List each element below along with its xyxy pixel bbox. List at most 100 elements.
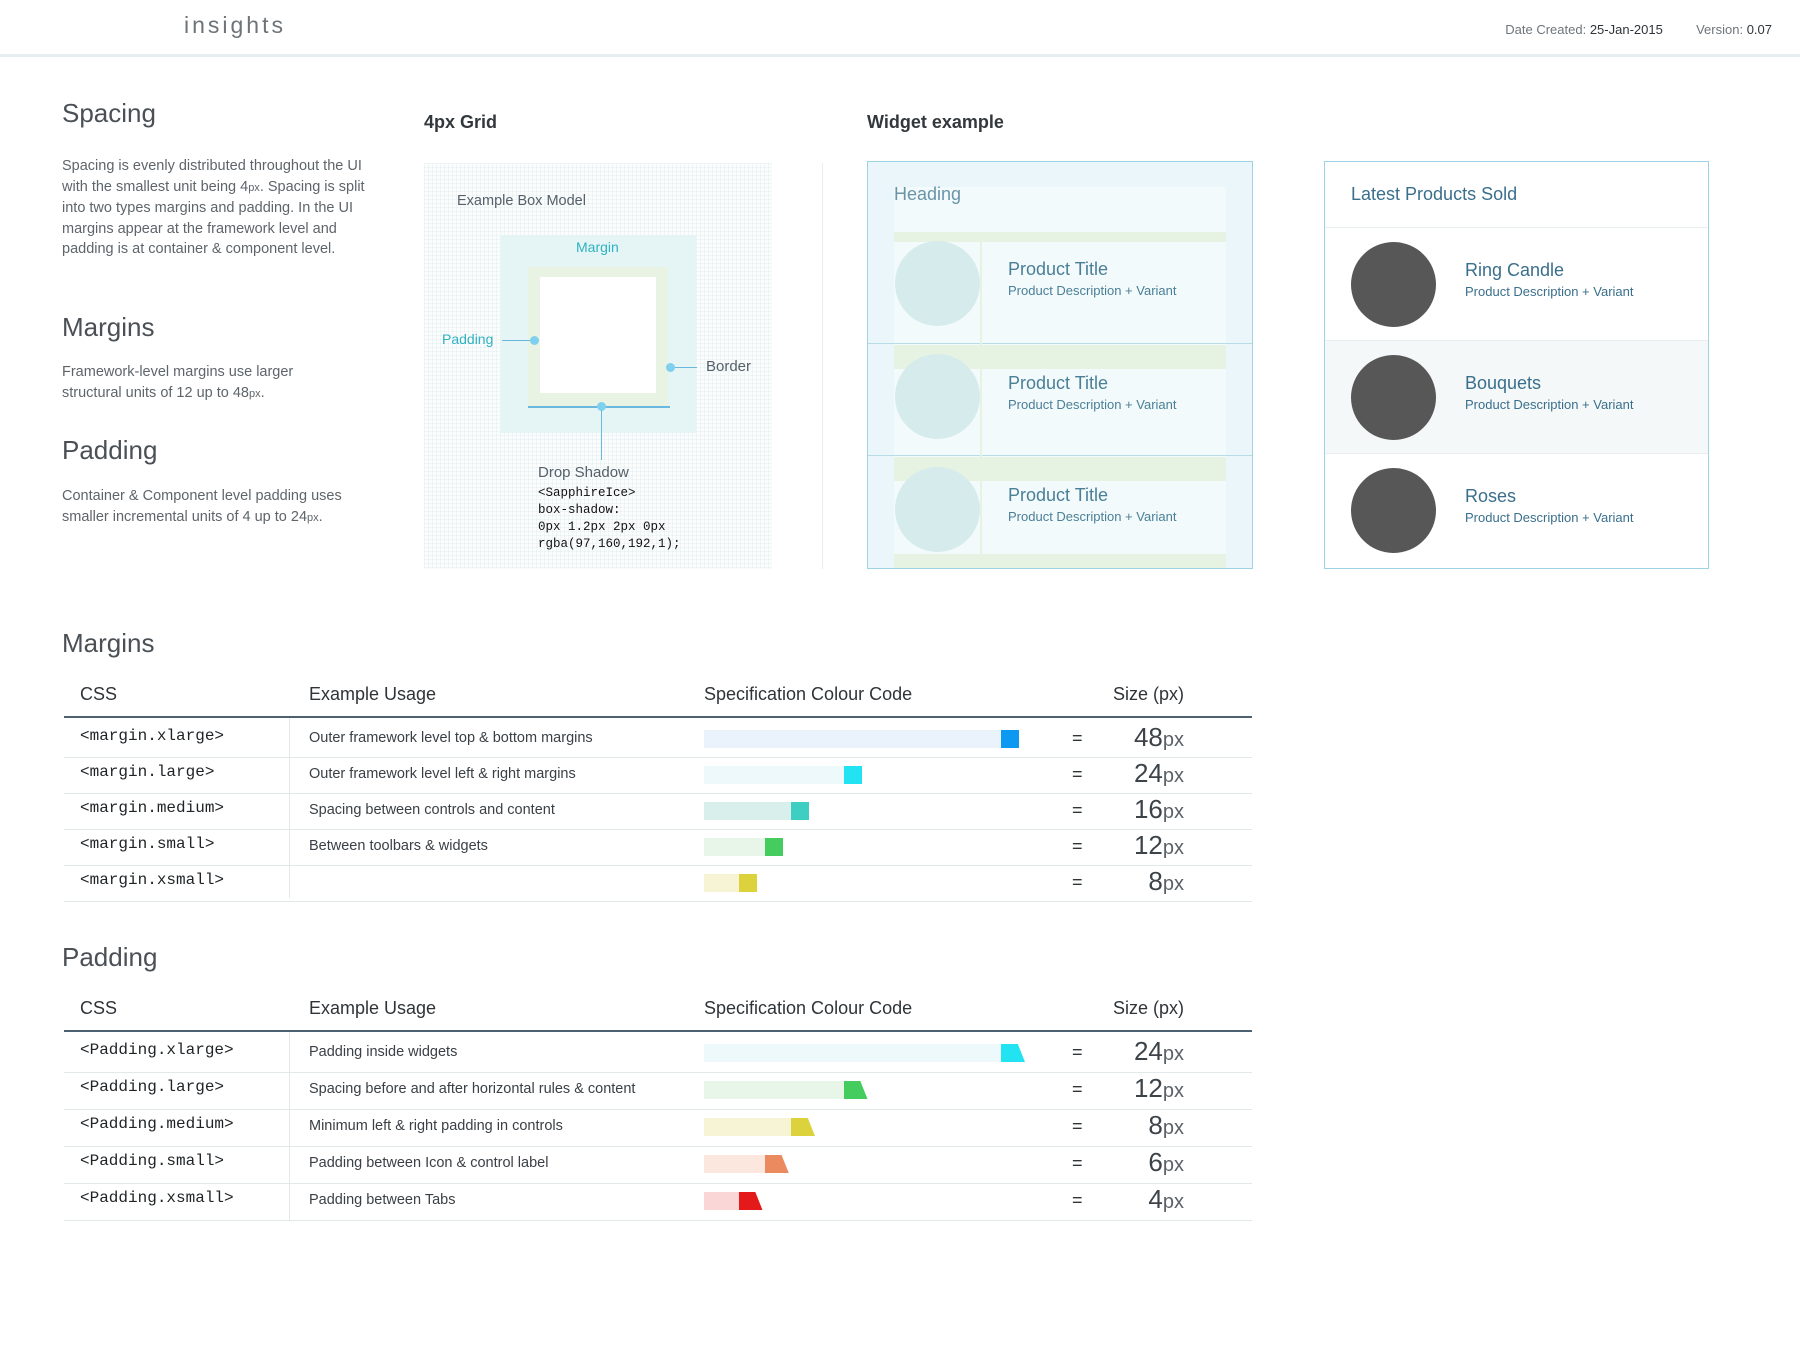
size-number: 24 (1133, 1036, 1163, 1066)
row-divider (64, 1072, 1252, 1073)
row-divider (64, 1183, 1252, 1184)
row-divider (64, 1146, 1252, 1147)
column-divider (822, 163, 823, 569)
margins-description: Framework-level margins use larger struc… (62, 364, 294, 401)
css-token: <Padding.xsmall> (80, 1189, 234, 1207)
usage-text: Outer framework level top & bottom margi… (309, 730, 593, 746)
content-box (540, 277, 656, 393)
colour-swatch (791, 1118, 815, 1136)
drop-shadow-label: Drop Shadow (538, 464, 629, 481)
size-number: 12 (1133, 1073, 1163, 1103)
row-divider (64, 1109, 1252, 1110)
row-divider (64, 829, 1252, 830)
css-token: <margin.medium> (80, 799, 225, 817)
column-header-usage: Example Usage (309, 684, 437, 704)
padding-marker (530, 336, 539, 345)
box-model-label: Example Box Model (457, 193, 586, 209)
size-number: 8 (1148, 1110, 1163, 1140)
equals-sign: = (1072, 1079, 1083, 1099)
size-number: 6 (1148, 1147, 1163, 1177)
padding-heading: Padding (62, 435, 158, 465)
colour-swatch (843, 766, 862, 784)
usage-text: Spacing between controls and content (309, 802, 555, 818)
product-description: Product Description + Variant (1008, 509, 1177, 524)
product-thumbnail (895, 354, 980, 439)
colour-swatch (843, 1081, 868, 1099)
row-divider (64, 1220, 1252, 1221)
colour-swatch (1001, 1044, 1025, 1062)
size-value: 16px (1132, 794, 1184, 825)
product-title: Product Title (1008, 485, 1109, 505)
equals-sign: = (1072, 1042, 1083, 1062)
css-token: <margin.small> (80, 835, 215, 853)
column-header-colour: Specification Colour Code (704, 998, 913, 1018)
column-header-css: CSS (80, 998, 118, 1018)
product-title[interactable]: Ring Candle (1465, 260, 1565, 280)
colour-bar (704, 802, 791, 820)
column-header-usage: Example Usage (309, 998, 437, 1018)
size-unit: px (1162, 801, 1184, 823)
css-token: <margin.xsmall> (80, 871, 225, 889)
colour-bar (704, 1192, 739, 1210)
grid-heading: 4px Grid (424, 112, 498, 132)
usage-text: Padding between Icon & control label (309, 1155, 549, 1171)
product-description: Product Description + Variant (1008, 283, 1177, 298)
usage-text: Between toolbars & widgets (309, 838, 488, 854)
margin-label: Margin (576, 239, 619, 255)
usage-text: Spacing before and after horizontal rule… (309, 1081, 636, 1097)
colour-bar (704, 730, 1001, 748)
equals-sign: = (1072, 872, 1083, 892)
colour-swatch (738, 874, 757, 892)
size-value: 6px (1132, 1147, 1184, 1178)
size-unit: px (1162, 1191, 1184, 1213)
row-divider (64, 757, 1252, 758)
product-title[interactable]: Roses (1465, 486, 1517, 506)
product-title: Product Title (1008, 259, 1109, 279)
size-value: 12px (1132, 830, 1184, 861)
brand-logo: insights (184, 12, 286, 38)
padding-description: Container & Component level padding uses… (62, 488, 342, 525)
size-value: 48px (1132, 722, 1184, 753)
date-created-label: Date Created: (1505, 22, 1587, 37)
size-unit: px (1162, 837, 1184, 859)
product-title[interactable]: Bouquets (1465, 373, 1542, 393)
product-thumbnail (895, 241, 980, 326)
column-header-colour: Specification Colour Code (704, 684, 913, 704)
product-thumbnail (895, 467, 980, 552)
equals-sign: = (1072, 1190, 1083, 1210)
usage-text: Padding between Tabs (309, 1192, 456, 1208)
size-unit: px (1162, 1080, 1184, 1102)
list-item[interactable]: Bouquets Product Description + Variant (1325, 341, 1708, 454)
product-thumbnail (1351, 468, 1436, 553)
widget-heading: Latest Products Sold (1351, 184, 1518, 204)
padding-table-heading: Padding (62, 942, 158, 972)
usage-text: Minimum left & right padding in controls (309, 1118, 563, 1134)
version-value: 0.07 (1746, 22, 1772, 37)
spacing-heading: Spacing (62, 98, 156, 128)
spacing-description: Spacing is evenly distributed throughout… (62, 158, 365, 257)
column-header-size: Size (px) (1113, 684, 1185, 704)
product-thumbnail (1351, 355, 1436, 440)
usage-text: Outer framework level left & right margi… (309, 766, 576, 782)
shadow-marker (597, 402, 606, 411)
equals-sign: = (1072, 836, 1083, 856)
size-unit: px (1162, 1154, 1184, 1176)
app-header: insights Date Created: 25-Jan-2015 Versi… (0, 0, 1800, 57)
list-item[interactable]: Roses Product Description + Variant (1325, 454, 1708, 566)
border-label: Border (706, 358, 752, 375)
css-token: <margin.large> (80, 763, 215, 781)
size-value: 24px (1132, 758, 1184, 789)
margins-heading: Margins (62, 312, 155, 342)
colour-bar (704, 1044, 1001, 1062)
colour-bar (704, 1081, 844, 1099)
list-item[interactable]: Ring Candle Product Description + Varian… (1325, 228, 1708, 341)
size-number: 48 (1133, 722, 1163, 752)
size-number: 4 (1148, 1184, 1163, 1214)
css-token: <Padding.large> (80, 1078, 225, 1096)
size-number: 16 (1133, 794, 1163, 824)
colour-bar (704, 1118, 791, 1136)
column-header-size: Size (px) (1113, 998, 1185, 1018)
size-unit: px (1162, 729, 1184, 751)
size-number: 12 (1133, 830, 1163, 860)
colour-swatch (764, 838, 783, 856)
